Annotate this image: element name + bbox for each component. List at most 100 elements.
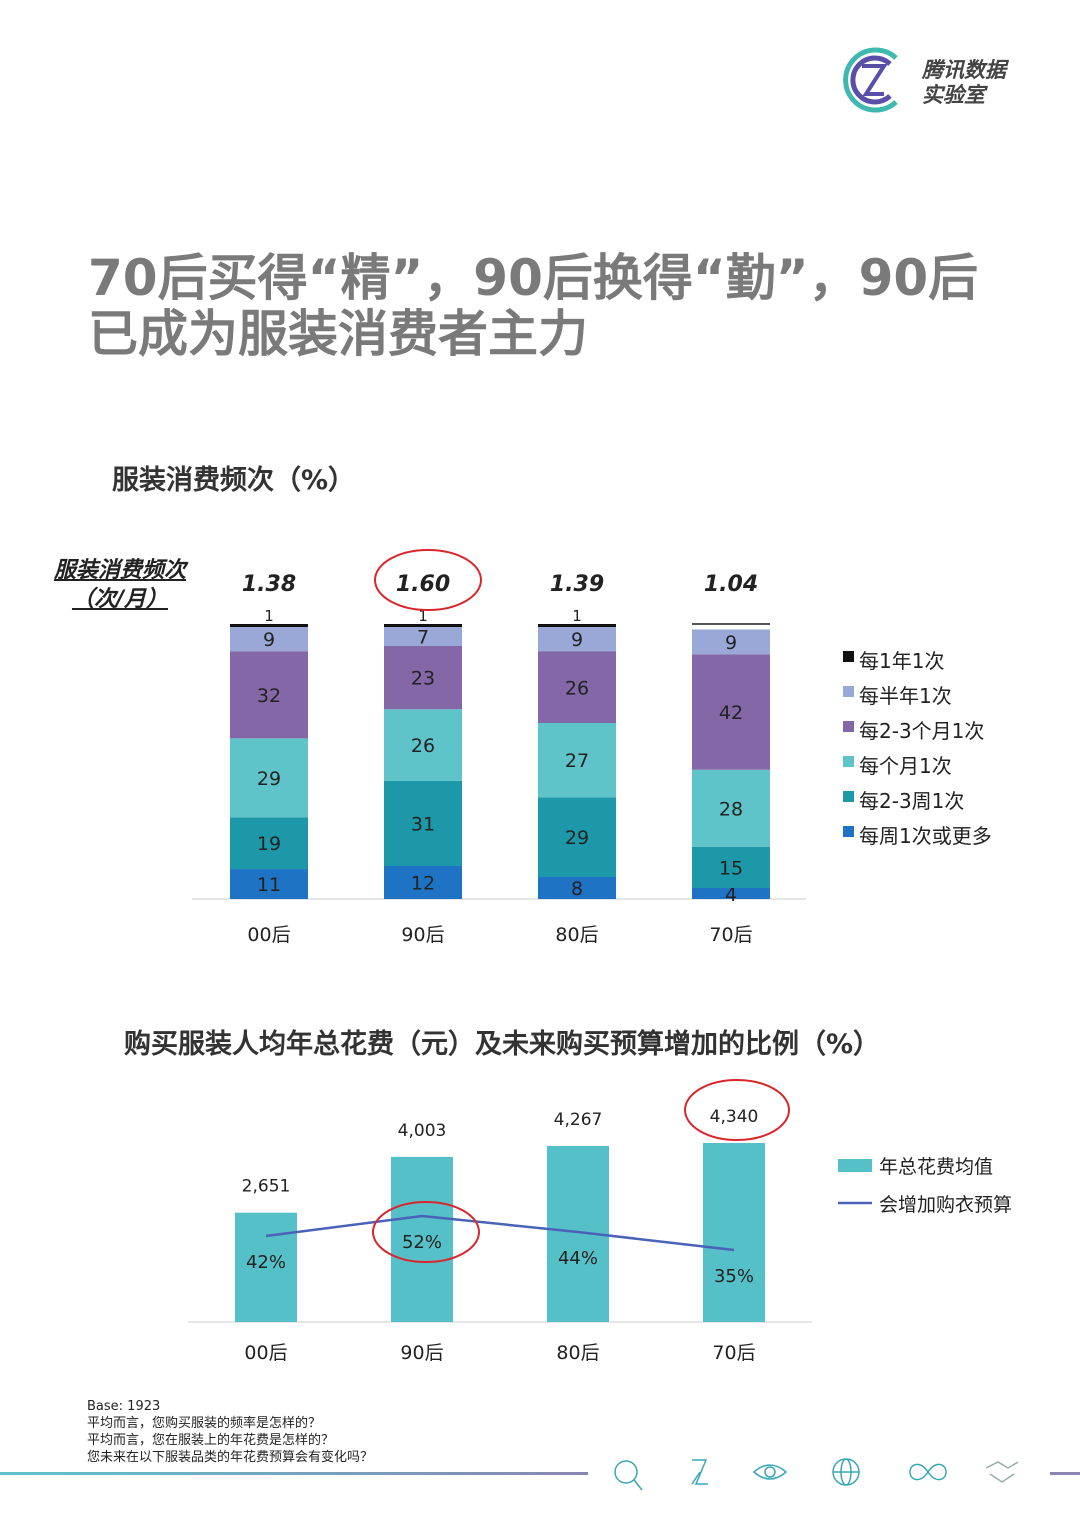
bar-segment-yearly [384,624,462,627]
x-tick-label: 70后 [709,924,752,946]
segment-label: 23 [411,668,435,690]
legend-swatch-halfyear [843,686,854,697]
handshake-icon [985,1461,1019,1483]
logo-text: 腾讯数据 实验室 [922,58,1006,108]
budget-line [265,1214,735,1252]
frequency-side-label: 服装消费频次 （次/月） [40,556,200,614]
segment-label: 1 [572,607,582,625]
segment-label: 26 [565,677,589,699]
segment-label: 11 [257,874,281,896]
segment-label: 28 [719,798,743,820]
segment-label: 9 [571,629,583,651]
bar-value-label: 4,340 [710,1107,759,1127]
segment-label: 15 [719,857,743,879]
legend-swatch-weekly [843,826,854,837]
page-title: 70后买得“精”，90后换得“勤”，90后 已成为服装消费者主力 [88,250,1068,362]
bar-segment-bimonthly [538,651,616,723]
logo-line1: 腾讯数据 [922,58,1006,82]
bar-top-edge [692,623,770,625]
bar-segment-yearly [230,624,308,627]
highlight-circle [684,1079,790,1141]
segment-label: 29 [565,827,589,849]
frequency-total: 1.39 [550,572,604,597]
bar-segment-biweekly [538,797,616,877]
spending-bar [703,1143,765,1322]
x-tick-label: 80后 [556,1342,599,1364]
bar-value-label: 4,267 [554,1110,603,1130]
bar-segment-yearly [538,624,616,627]
x-tick-label: 00后 [247,924,290,946]
bar-segment-biweekly [384,780,462,866]
footnotes: Base: 1923 平均而言，您购买服装的频率是怎样的？ 平均而言，您在服装上… [87,1398,373,1466]
bar-segment-bimonthly [384,646,462,710]
segment-label: 42 [719,702,743,724]
x-tick-label: 90后 [400,1342,443,1364]
bar-segment-bimonthly [692,654,770,770]
x-tick-label: 80后 [555,924,598,946]
segment-label: 1 [264,607,274,625]
segment-label: 1 [418,607,428,625]
side-label-line1: 服装消费频次 [53,558,186,583]
bar-value-label: 2,651 [242,1177,291,1197]
bar-value-label: 4,003 [398,1121,447,1141]
legend-swatch-monthly [843,756,854,767]
spending-bar [391,1156,453,1322]
segment-label: 26 [411,735,435,757]
legend-swatch-bar [838,1159,872,1172]
chart2-title: 购买服装人均年总花费（元）及未来购买预算增加的比例（%） [124,1029,881,1060]
title-line1: 70后买得“精”，90后换得“勤”，90后 [88,249,979,307]
legend-label: 每半年1次 [859,684,952,708]
title-line2: 已成为服装消费者主力 [88,305,588,363]
legend-label: 每个月1次 [859,754,952,778]
segment-label: 27 [565,750,589,772]
bar-segment-halfyear [230,626,308,652]
legend-label: 年总花费均值 [879,1156,993,1178]
eye-icon [752,1464,788,1480]
footer-line [1050,1472,1080,1475]
globe-icon [832,1458,860,1486]
logo-line2: 实验室 [922,83,985,107]
hourglass-icon [691,1459,708,1485]
bar-segment-biweekly [230,817,308,870]
x-tick-label: 70后 [712,1342,755,1364]
legend-swatch-biweekly [843,791,854,802]
frequency-total: 1.38 [242,572,296,597]
segment-label: 31 [411,813,435,835]
frequency-total: 1.04 [704,572,758,597]
note-base: Base: 1923 [87,1399,161,1414]
line-value-label: 35% [714,1266,754,1287]
legend-label: 每2-3个月1次 [859,719,984,743]
segment-label: 32 [257,685,281,707]
segment-label: 7 [417,626,429,648]
chart1-title: 服装消费频次（%） [112,465,356,496]
legend-label: 会增加购衣预算 [879,1194,1012,1216]
segment-label: 8 [571,878,583,900]
search-icon [614,1460,643,1491]
bar-segment-weekly [538,877,616,899]
segment-label: 12 [411,873,435,895]
segment-label: 9 [263,629,275,651]
footer-line [0,1472,588,1475]
bar-segment-biweekly [692,846,770,888]
bar-segment-weekly [230,869,308,899]
line-value-label: 42% [246,1252,286,1273]
legend-swatch-yearly [843,651,854,662]
bar-segment-monthly [538,723,616,798]
highlight-circle [372,1201,480,1263]
bar-segment-weekly [384,866,462,899]
line-value-label: 52% [402,1232,442,1253]
frequency-total: 1.60 [396,572,450,597]
legend-swatch-bimonthly [843,721,854,732]
bar-segment-halfyear [384,626,462,646]
tencent-data-lab-logo-icon [843,47,898,113]
x-tick-label: 00后 [244,1342,287,1364]
legend-label: 每1年1次 [859,649,944,673]
note-question: 您未来在以下服装品类的年花费预算会有变化吗？ [87,1450,374,1465]
bar-segment-halfyear [692,629,770,655]
segment-label: 4 [725,884,737,906]
infinity-icon [909,1463,947,1481]
segment-label: 19 [257,833,281,855]
legend-label: 每2-3周1次 [859,789,964,813]
note-question: 平均而言，您购买服装的频率是怎样的？ [87,1416,322,1431]
line-value-label: 44% [558,1248,598,1269]
